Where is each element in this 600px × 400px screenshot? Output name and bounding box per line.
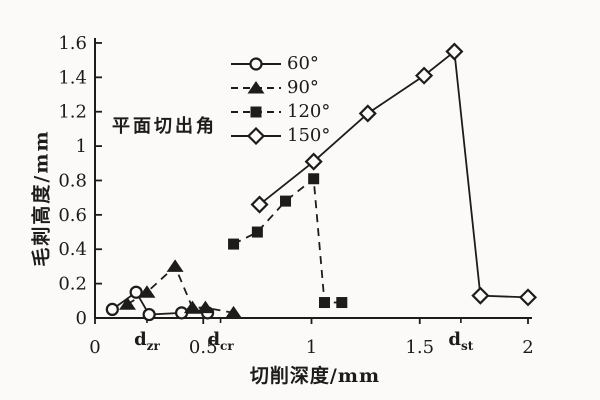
- legend-label: 120°: [287, 101, 331, 122]
- y-tick-label: 0.2: [58, 274, 87, 295]
- chart-legend: 平面切出角 60° 90° 120° 150°: [112, 52, 330, 148]
- x-special-label: dcr: [207, 329, 234, 353]
- y-tick-label: 0: [76, 308, 87, 329]
- diamond-marker: [358, 104, 377, 123]
- legend-label: 150°: [287, 125, 331, 146]
- legend-sample-triangle: [231, 81, 281, 94]
- legend-label: 90°: [287, 77, 319, 98]
- y-tick-label: 1.2: [58, 102, 87, 123]
- x-tick-label: 2: [522, 337, 533, 358]
- legend-rows: 60° 90° 120° 150°: [229, 52, 330, 148]
- x-special-label: dst: [448, 329, 473, 353]
- y-tick-label: 0.8: [58, 170, 87, 191]
- circle-marker: [129, 285, 143, 299]
- diamond-marker: [445, 42, 464, 61]
- circle-marker: [142, 307, 156, 322]
- diamond-marker: [250, 195, 269, 214]
- square-marker: [228, 238, 240, 250]
- legend-title: 平面切出角: [112, 116, 217, 137]
- x-axis-title: 切削深度/mm: [249, 365, 381, 387]
- triangle-marker: [138, 285, 156, 298]
- legend-item-90°: 90°: [229, 76, 330, 100]
- x-tick-label: 0.5: [189, 337, 218, 358]
- square-marker: [318, 297, 330, 309]
- x-tick-label: 1: [306, 337, 317, 358]
- square-marker: [308, 173, 320, 185]
- y-tick-label: 1.4: [58, 67, 87, 88]
- legend-item-150°: 150°: [229, 124, 330, 148]
- legend-sample-diamond: [231, 127, 281, 145]
- circle-marker: [249, 57, 263, 71]
- square-marker: [280, 195, 292, 207]
- diamond-marker: [304, 152, 323, 171]
- x-special-label: dzr: [134, 329, 160, 353]
- series-60°: [105, 285, 215, 322]
- series-150°: [250, 42, 538, 307]
- y-axis-title: 毛刺高度/mm: [30, 129, 53, 267]
- diamond-marker: [471, 286, 490, 305]
- legend-sample-square: [231, 106, 281, 118]
- x-tick-label: 1.5: [405, 337, 434, 358]
- y-tick-label: 0.6: [58, 205, 87, 226]
- series-90°: [118, 259, 243, 319]
- triangle-marker: [166, 259, 184, 272]
- triangle-marker: [118, 297, 136, 310]
- y-tick-label: 0.4: [58, 239, 87, 260]
- triangle-marker: [196, 300, 214, 314]
- triangle-marker: [247, 81, 265, 94]
- triangle-marker: [225, 305, 243, 319]
- legend-item-60°: 60°: [229, 52, 330, 76]
- diamond-marker: [246, 127, 266, 145]
- y-tick-label: 1.6: [58, 33, 87, 54]
- legend-sample-circle: [231, 57, 281, 71]
- x-tick-label: 0: [89, 337, 100, 358]
- square-marker: [251, 226, 263, 238]
- series-120°: [228, 173, 348, 309]
- triangle-marker: [183, 300, 201, 314]
- legend-label: 60°: [287, 53, 319, 74]
- diamond-marker: [415, 66, 434, 85]
- circle-marker: [105, 302, 119, 317]
- y-tick-label: 1: [76, 136, 87, 157]
- legend-item-120°: 120°: [229, 100, 330, 124]
- square-marker: [250, 106, 262, 118]
- square-marker: [336, 297, 348, 309]
- diamond-marker: [518, 288, 538, 307]
